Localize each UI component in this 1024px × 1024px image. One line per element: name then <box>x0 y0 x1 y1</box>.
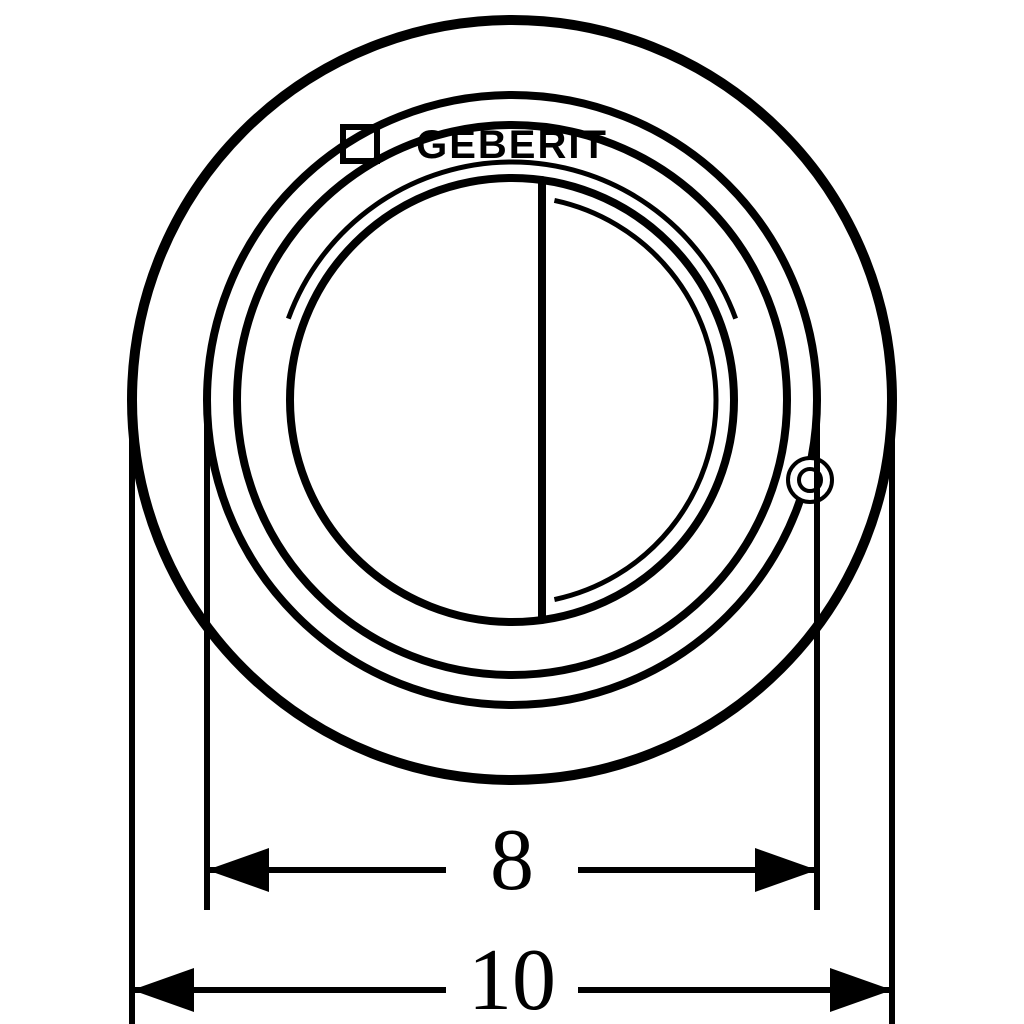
dimension-outer-label: 10 <box>468 932 556 1024</box>
detail-circle-outer <box>788 458 832 502</box>
brand-label: GEBERIT <box>416 123 608 167</box>
technical-drawing: GEBERIT 8 10 <box>0 0 1024 1024</box>
flush-button[interactable] <box>290 178 734 622</box>
dimension-inner-label: 8 <box>490 812 534 909</box>
